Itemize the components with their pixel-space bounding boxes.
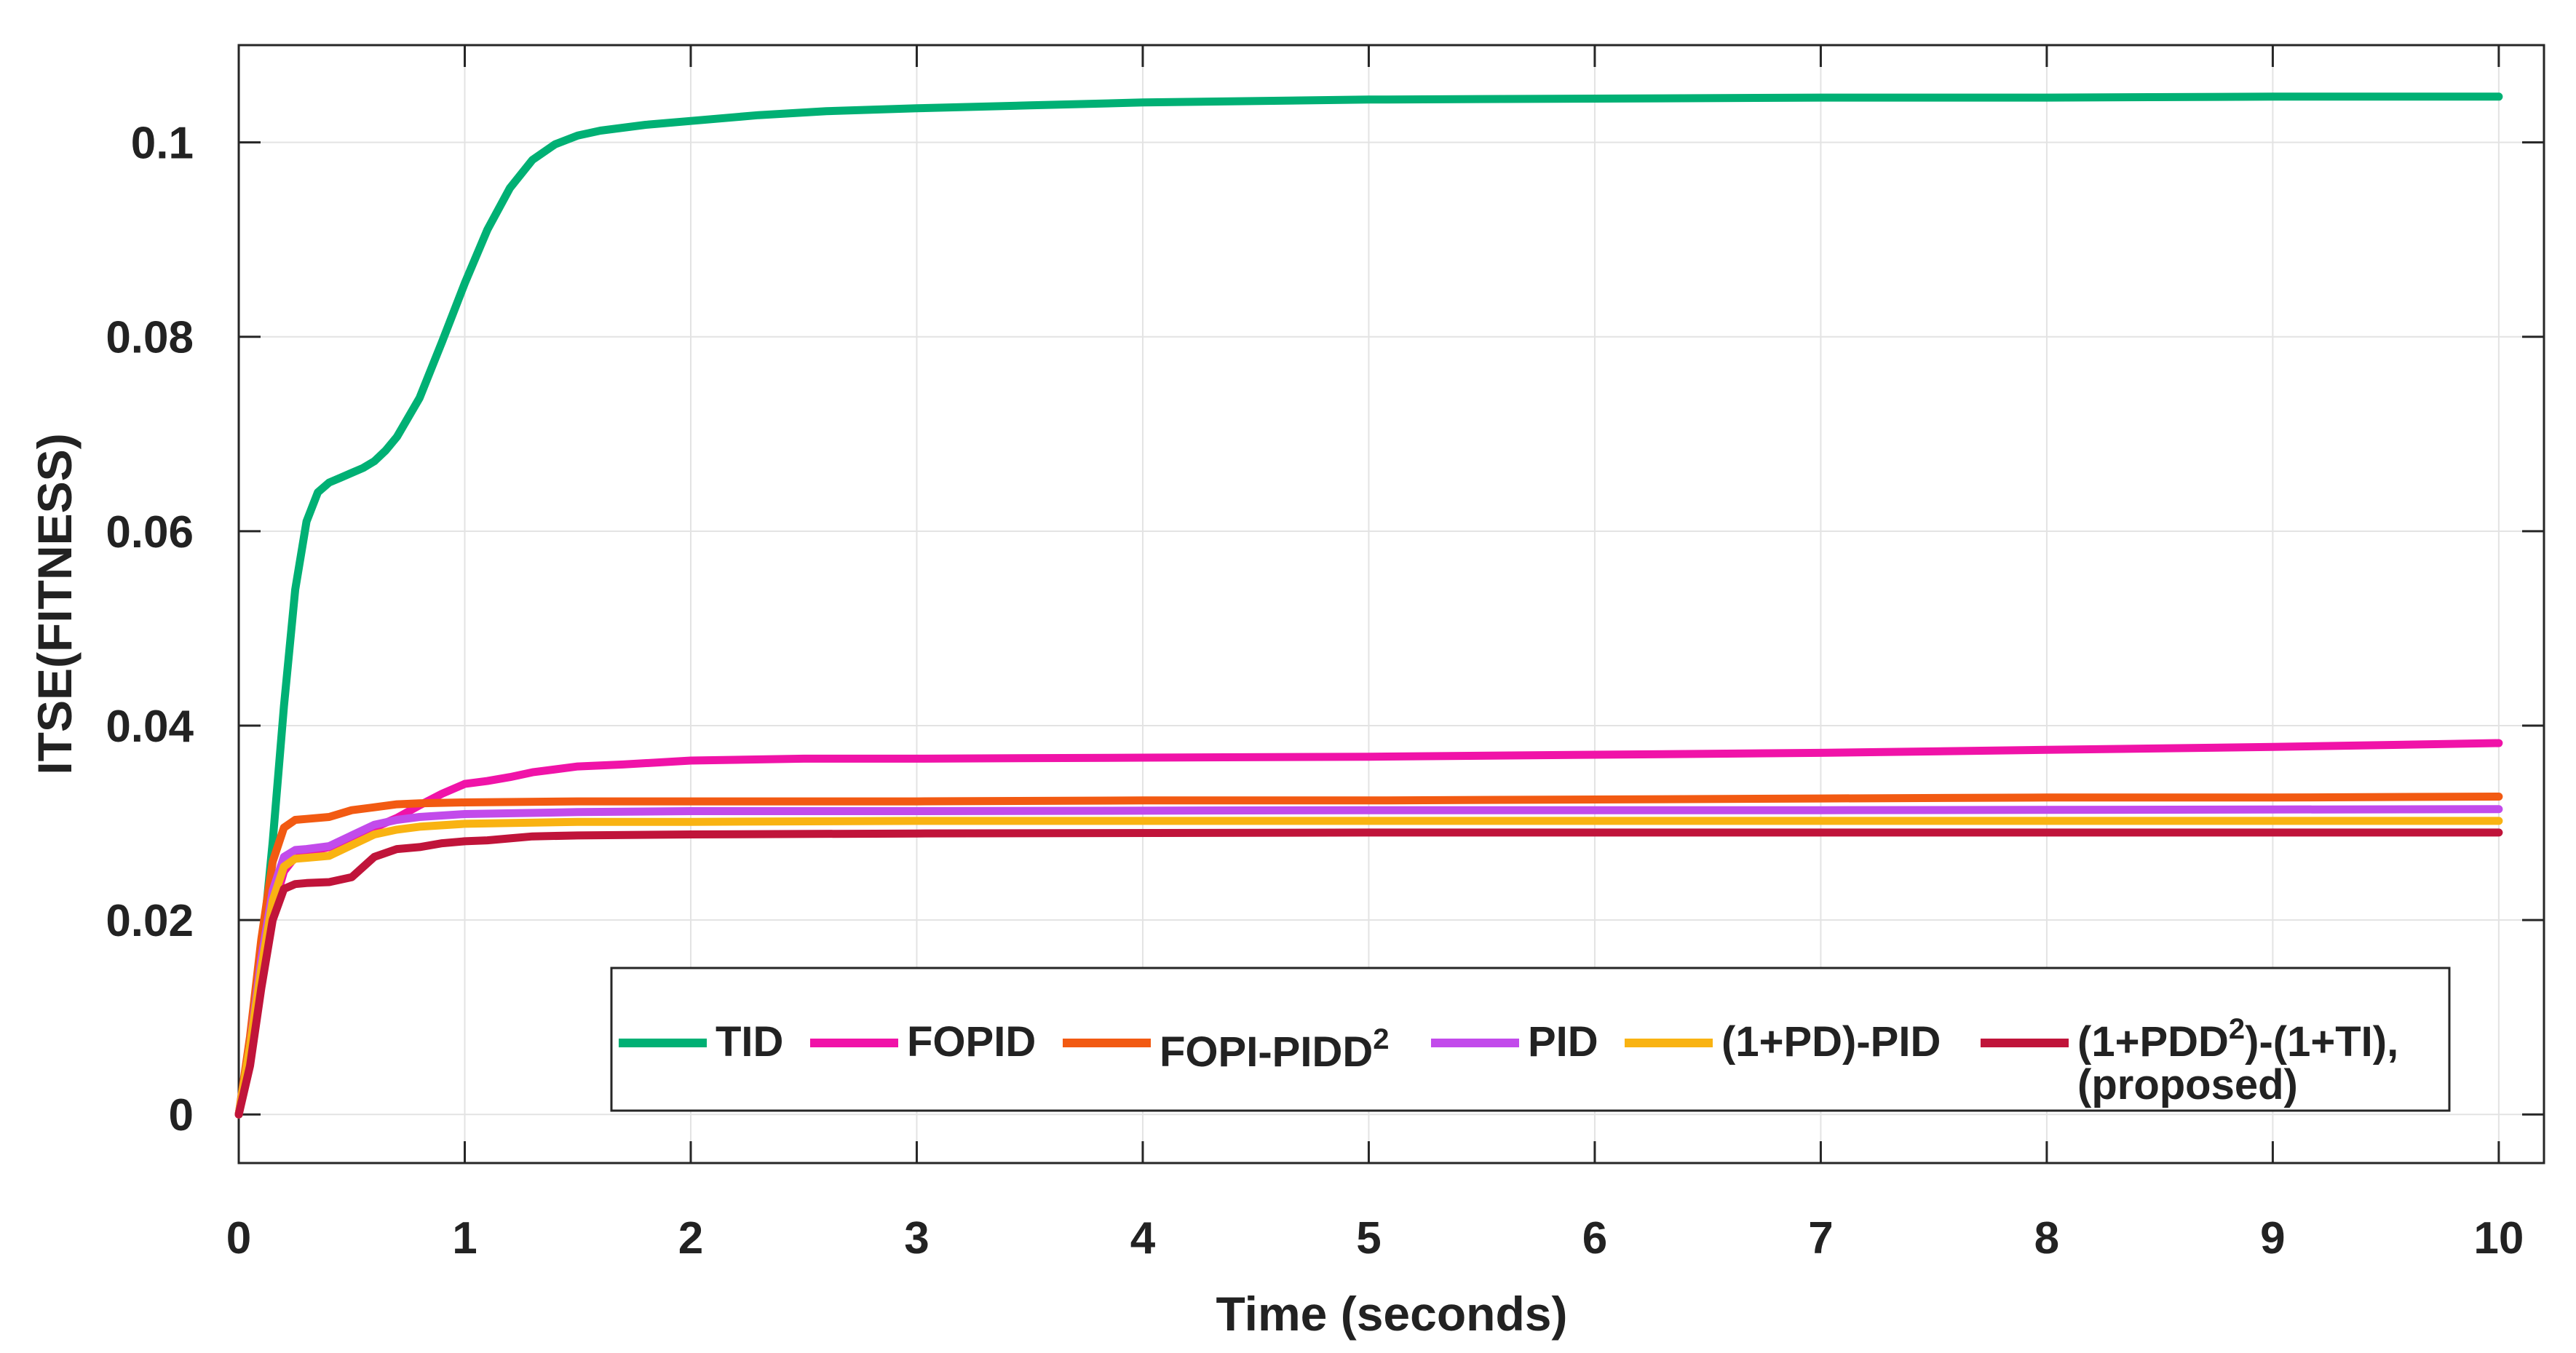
series-line-5 bbox=[234, 828, 2503, 1119]
x-tick-label: 5 bbox=[1356, 1213, 1381, 1263]
legend-items: TID FOPID FOPI-PIDD2 PID (1+PD)-PID (1+PDD2)-… bbox=[619, 1013, 2398, 1108]
x-tick-label: 9 bbox=[2260, 1213, 2285, 1263]
x-tick-label: 8 bbox=[2034, 1213, 2059, 1263]
y-tick-label: 0.1 bbox=[131, 119, 194, 169]
x-tick-label: 4 bbox=[1130, 1213, 1156, 1263]
legend-box bbox=[610, 967, 2451, 1112]
y-tick-label: 0.04 bbox=[106, 702, 194, 752]
x-tick-label: 7 bbox=[1808, 1213, 1833, 1263]
legend-label: (1+PDD2)-(1+TI), bbox=[2077, 1013, 2398, 1066]
data-series bbox=[234, 92, 2503, 1119]
x-axis-label: Time (seconds) bbox=[1216, 1287, 1568, 1341]
series-line-0 bbox=[234, 92, 2503, 1119]
x-tick-label: 10 bbox=[2473, 1213, 2524, 1263]
legend-label: TID bbox=[716, 1018, 783, 1066]
x-tick-label: 2 bbox=[678, 1213, 703, 1263]
axis-ticks bbox=[237, 45, 2544, 1163]
legend-label-proposed: (proposed) bbox=[2077, 1061, 2298, 1108]
y-tick-label: 0.08 bbox=[106, 313, 194, 363]
x-axis-tick-labels: 0 1 2 3 4 5 6 7 8 9 10 bbox=[226, 1213, 2524, 1263]
y-axis-tick-labels: 0 0.02 0.04 0.06 0.08 0.1 bbox=[106, 119, 194, 1141]
y-axis-label: ITSE(FITNESS) bbox=[28, 433, 82, 774]
x-tick-label: 0 bbox=[226, 1213, 251, 1263]
legend: TID FOPID FOPI-PIDD2 PID (1+PD)-PID (1+PDD2)-… bbox=[610, 967, 2451, 1112]
y-tick-label: 0.02 bbox=[106, 896, 194, 946]
legend-label: FOPID bbox=[907, 1018, 1036, 1066]
y-tick-label: 0 bbox=[169, 1090, 194, 1140]
legend-label: FOPI-PIDD2 bbox=[1160, 1023, 1389, 1076]
series-line-2 bbox=[234, 793, 2503, 1119]
legend-label: (1+PD)-PID bbox=[1721, 1018, 1941, 1066]
x-tick-label: 3 bbox=[904, 1213, 929, 1263]
legend-label: PID bbox=[1528, 1018, 1598, 1066]
plot-area-frame bbox=[237, 44, 2545, 1164]
x-tick-label: 1 bbox=[452, 1213, 477, 1263]
y-tick-label: 0.06 bbox=[106, 507, 194, 558]
series-line-4 bbox=[234, 817, 2503, 1119]
x-tick-label: 6 bbox=[1582, 1213, 1607, 1263]
grid bbox=[238, 45, 2544, 1163]
